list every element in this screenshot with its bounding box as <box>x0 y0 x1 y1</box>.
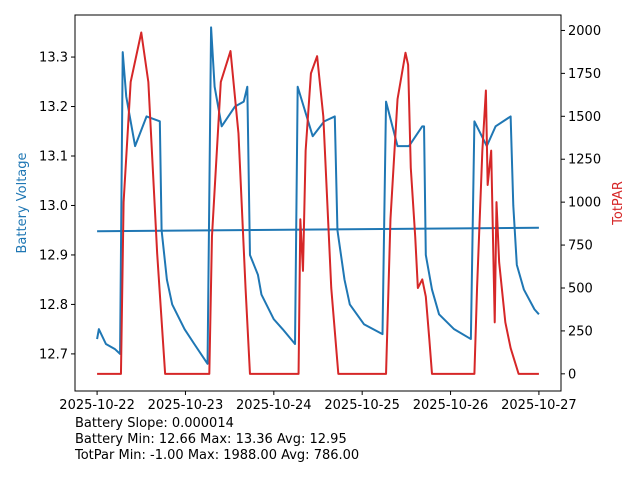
par-stats-text: TotPar Min: -1.00 Max: 1988.00 Avg: 786.… <box>75 448 360 463</box>
right-y-tick-label: 1750 <box>568 67 601 82</box>
right-y-tick-label: 2000 <box>568 24 601 39</box>
battery-stats-text: Battery Min: 12.66 Max: 13.36 Avg: 12.95 <box>75 432 347 447</box>
left-y-tick-label: 13.1 <box>39 150 68 165</box>
right-y-tick-label: 1250 <box>568 153 601 168</box>
series-line-totpar <box>97 31 539 375</box>
x-tick-label: 2025-10-24 <box>236 398 312 413</box>
x-tick-label: 2025-10-23 <box>148 398 224 413</box>
left-y-tick-label: 12.7 <box>39 347 68 362</box>
x-tick-label: 2025-10-22 <box>59 398 135 413</box>
x-tick-label: 2025-10-27 <box>501 398 577 413</box>
stats-text: Battery Slope: 0.000014 Battery Min: 12.… <box>75 416 359 464</box>
left-axis-label: Battery Voltage <box>15 152 30 253</box>
right-y-tick-label: 1000 <box>568 196 601 211</box>
x-tick-label: 2025-10-25 <box>324 398 400 413</box>
right-y-tick-label: 500 <box>568 281 593 296</box>
slope-text: Battery Slope: 0.000014 <box>75 416 234 431</box>
left-y-tick-label: 13.2 <box>39 100 68 115</box>
left-y-tick-label: 13.0 <box>39 199 68 214</box>
left-y-tick-label: 12.9 <box>39 248 68 263</box>
left-y-tick-label: 13.3 <box>39 51 68 66</box>
right-y-tick-label: 750 <box>568 239 593 254</box>
right-y-tick-label: 250 <box>568 324 593 339</box>
series-line-battery-trend <box>97 226 539 233</box>
right-axis-label: TotPAR <box>611 181 626 226</box>
plot-frame <box>74 14 562 392</box>
x-tick-label: 2025-10-26 <box>413 398 489 413</box>
series-line-battery-voltage <box>96 26 540 365</box>
left-y-tick-label: 12.8 <box>39 298 68 313</box>
right-y-tick-label: 0 <box>568 367 576 382</box>
right-y-tick-label: 1500 <box>568 110 601 125</box>
